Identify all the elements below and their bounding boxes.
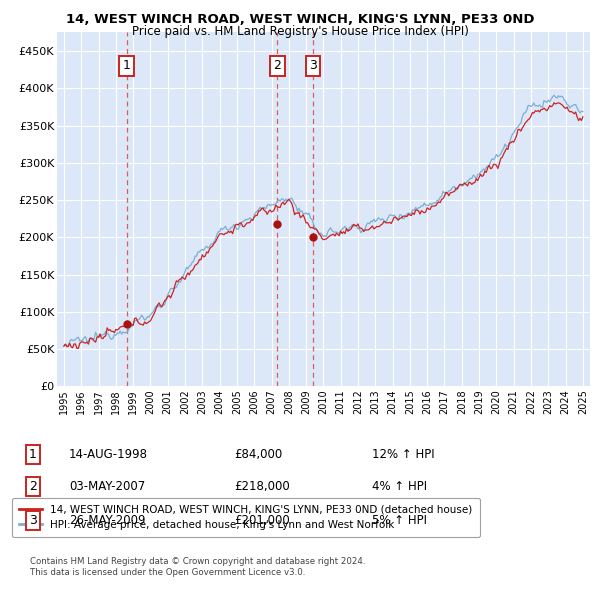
Legend: 14, WEST WINCH ROAD, WEST WINCH, KING'S LYNN, PE33 0ND (detached house), HPI: Av: 14, WEST WINCH ROAD, WEST WINCH, KING'S … — [12, 497, 480, 537]
Text: 3: 3 — [29, 514, 37, 527]
Text: 14, WEST WINCH ROAD, WEST WINCH, KING'S LYNN, PE33 0ND: 14, WEST WINCH ROAD, WEST WINCH, KING'S … — [66, 13, 534, 26]
Text: 1: 1 — [122, 60, 130, 73]
Text: £218,000: £218,000 — [234, 480, 290, 493]
Text: £201,000: £201,000 — [234, 514, 290, 527]
Text: This data is licensed under the Open Government Licence v3.0.: This data is licensed under the Open Gov… — [30, 568, 305, 577]
Text: 26-MAY-2009: 26-MAY-2009 — [69, 514, 146, 527]
Text: 1: 1 — [29, 448, 37, 461]
Text: Price paid vs. HM Land Registry's House Price Index (HPI): Price paid vs. HM Land Registry's House … — [131, 25, 469, 38]
Text: Contains HM Land Registry data © Crown copyright and database right 2024.: Contains HM Land Registry data © Crown c… — [30, 558, 365, 566]
Text: 2: 2 — [29, 480, 37, 493]
Text: 4% ↑ HPI: 4% ↑ HPI — [372, 480, 427, 493]
Text: 03-MAY-2007: 03-MAY-2007 — [69, 480, 145, 493]
Text: 2: 2 — [274, 60, 281, 73]
Text: 3: 3 — [309, 60, 317, 73]
Text: 12% ↑ HPI: 12% ↑ HPI — [372, 448, 434, 461]
Text: 5% ↑ HPI: 5% ↑ HPI — [372, 514, 427, 527]
Text: £84,000: £84,000 — [234, 448, 282, 461]
Text: 14-AUG-1998: 14-AUG-1998 — [69, 448, 148, 461]
